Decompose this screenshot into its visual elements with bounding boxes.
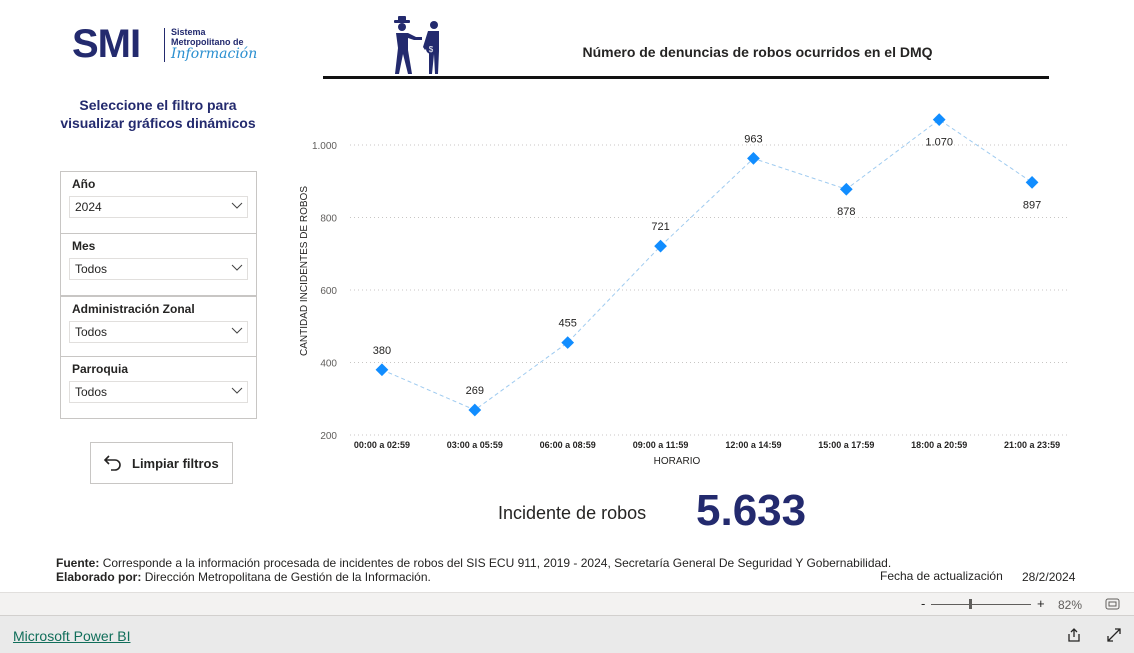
source-text: Corresponde a la información procesada d… — [102, 556, 892, 570]
filter-value: 2024 — [75, 200, 102, 214]
fit-page-icon[interactable] — [1105, 598, 1120, 610]
data-point — [375, 363, 389, 377]
y-tick-label: 200 — [320, 431, 337, 442]
data-point — [839, 182, 853, 196]
logo-divider — [164, 28, 165, 62]
zoom-in[interactable]: + — [1037, 596, 1045, 611]
x-tick-label: 18:00 a 20:59 — [911, 440, 967, 450]
svg-text:$: $ — [429, 45, 434, 54]
filter-label: Administración Zonal — [72, 302, 195, 316]
filter-label: Año — [72, 177, 96, 191]
source-note: Fuente: Corresponde a la información pro… — [56, 556, 891, 570]
line-chart: 200 400 600 800 1.000 HORARIO CANTIDAD INCIDEN… — [299, 113, 1070, 467]
author-label: Elaborado por: — [56, 570, 142, 584]
data-point — [932, 113, 946, 126]
chevron-icon — [231, 202, 243, 209]
kpi-label: Incidente de robos — [498, 503, 647, 523]
filter-dropdown[interactable]: Todos — [69, 381, 248, 403]
title-rule — [323, 76, 1049, 79]
data-label: 721 — [651, 221, 669, 233]
source-label: Fuente: — [56, 556, 100, 570]
update-date: 28/2/2024 — [1022, 570, 1076, 584]
brand-link[interactable]: Microsoft Power BI — [13, 628, 131, 644]
y-tick-label: 800 — [320, 214, 337, 225]
y-tick-label: 400 — [320, 359, 337, 370]
x-axis-title: HORARIO — [654, 456, 701, 467]
data-point — [561, 336, 575, 349]
x-tick-label: 15:00 a 17:59 — [818, 440, 874, 450]
filter-label: Mes — [72, 239, 96, 253]
y-tick-label: 1.000 — [312, 141, 337, 152]
fullscreen-icon[interactable] — [1106, 627, 1122, 643]
button-label: Limpiar filtros — [132, 456, 219, 471]
author-text: Dirección Metropolitana de Gestión de la… — [144, 570, 431, 584]
filter-value: Todos — [75, 325, 108, 339]
filter-prompt: Seleccione el filtro para visualizar grá… — [60, 97, 256, 131]
chevron-icon — [231, 264, 243, 271]
filter-dropdown[interactable]: Todos — [69, 258, 248, 280]
author-note: Elaborado por: Dirección Metropolitana d… — [56, 570, 431, 584]
bottom-bar — [0, 615, 1134, 653]
zoom-track — [931, 604, 1031, 605]
data-label: 878 — [837, 206, 855, 218]
chevron-icon — [231, 327, 243, 334]
filter-label: Parroquia — [72, 362, 129, 376]
zoom-out[interactable]: - — [921, 596, 926, 611]
undo-icon — [103, 455, 121, 471]
data-label: 380 — [373, 345, 391, 357]
zoom-thumb[interactable] — [969, 599, 972, 609]
logo-line: Sistema — [171, 27, 206, 37]
x-tick-label: 03:00 a 05:59 — [447, 440, 503, 450]
data-label: 897 — [1023, 199, 1041, 211]
y-tick-label: 600 — [320, 286, 337, 297]
data-label: 455 — [559, 318, 577, 330]
robbery-icon: $ — [394, 16, 439, 74]
x-tick-label: 12:00 a 14:59 — [725, 440, 781, 450]
logo-acronym: SMI — [72, 22, 141, 66]
chart-title: Número de denuncias de robos ocurridos e… — [582, 44, 933, 60]
zoom-bar: - + 82% — [0, 592, 1134, 616]
filter-value: Todos — [75, 385, 108, 399]
data-label: 269 — [466, 385, 484, 397]
data-label: 1.070 — [925, 137, 953, 149]
kpi-value: 5.633 — [696, 486, 807, 535]
clear-filters-button[interactable]: Limpiar filtros — [90, 442, 233, 484]
filter-slicer: Mes Todos — [60, 233, 257, 296]
x-tick-label: 09:00 a 11:59 — [633, 440, 689, 450]
share-icon[interactable] — [1066, 627, 1082, 643]
filter-slicer: Administración Zonal Todos — [60, 296, 257, 357]
x-tick-label: 06:00 a 08:59 — [540, 440, 596, 450]
data-point — [468, 403, 482, 417]
data-point — [1025, 175, 1039, 189]
zoom-level: 82% — [1058, 598, 1083, 612]
chevron-icon — [231, 387, 243, 394]
filter-value: Todos — [75, 262, 108, 276]
logo-line: Información — [171, 46, 258, 62]
x-tick-label: 00:00 a 02:59 — [354, 440, 410, 450]
filter-dropdown[interactable]: 2024 — [69, 196, 248, 218]
data-label: 963 — [744, 133, 762, 145]
x-tick-label: 21:00 a 23:59 — [1004, 440, 1060, 450]
filter-slicer: Año 2024 — [60, 171, 257, 234]
data-line — [381, 119, 1033, 411]
filter-dropdown[interactable]: Todos — [69, 321, 248, 343]
y-axis-title: CANTIDAD INCIDENTES DE ROBOS — [299, 186, 310, 356]
logo-line: Metropolitano de — [171, 37, 244, 47]
filter-slicer: Parroquia Todos — [60, 356, 257, 419]
update-label: Fecha de actualización — [880, 569, 1003, 583]
